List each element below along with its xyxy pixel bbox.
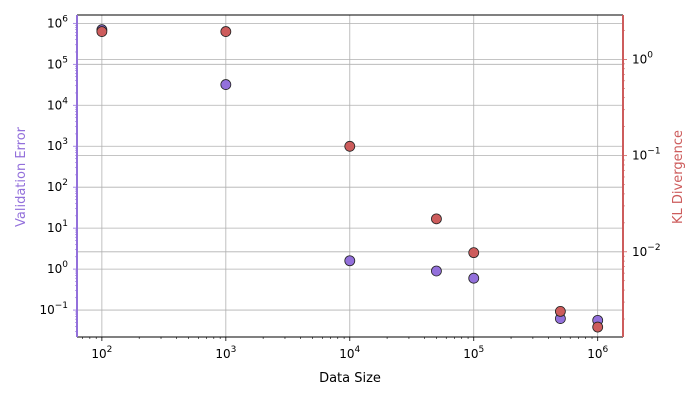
validation-error-point [468, 272, 480, 284]
axes: 102 103 104 105 106 10−1 100 101 102 103 104 105 106… [39, 14, 660, 361]
x-tick-label: 104 [339, 345, 360, 361]
validation-error-point [344, 255, 356, 267]
left-y-tick-label: 106 [47, 14, 68, 30]
left-y-tick-label: 103 [47, 137, 68, 153]
kl-divergence-point [96, 26, 108, 37]
grid [77, 15, 623, 337]
right-y-tick-label: 100 [632, 50, 653, 66]
kl-divergence-point [554, 305, 566, 317]
kl-divergence-point [220, 26, 232, 37]
left-y-tick-label: 105 [47, 55, 68, 71]
x-tick-label: 106 [587, 345, 608, 361]
kl-divergence-point [468, 247, 480, 259]
data-points [96, 24, 604, 333]
left-y-tick-label: 101 [47, 219, 68, 235]
right-y-tick-label: 10−1 [632, 147, 661, 163]
right-y-axis-title: KL Divergence [671, 130, 686, 224]
kl-divergence-point [344, 140, 356, 152]
left-y-tick-label: 10−1 [39, 301, 68, 317]
x-tick-label: 105 [463, 345, 484, 361]
x-tick-label: 103 [215, 345, 236, 361]
left-y-tick-label: 100 [47, 260, 68, 276]
kl-divergence-point [592, 321, 604, 333]
right-y-tick-label: 10−2 [632, 243, 661, 259]
x-tick-label: 102 [91, 345, 112, 361]
validation-error-point [431, 265, 442, 277]
left-y-tick-label: 102 [47, 178, 68, 194]
left-y-tick-label: 104 [47, 96, 68, 112]
validation-error-point [220, 79, 232, 90]
x-axis-title: Data Size [319, 371, 381, 386]
left-y-axis-title: Validation Error [14, 126, 29, 227]
kl-divergence-point [431, 213, 442, 225]
